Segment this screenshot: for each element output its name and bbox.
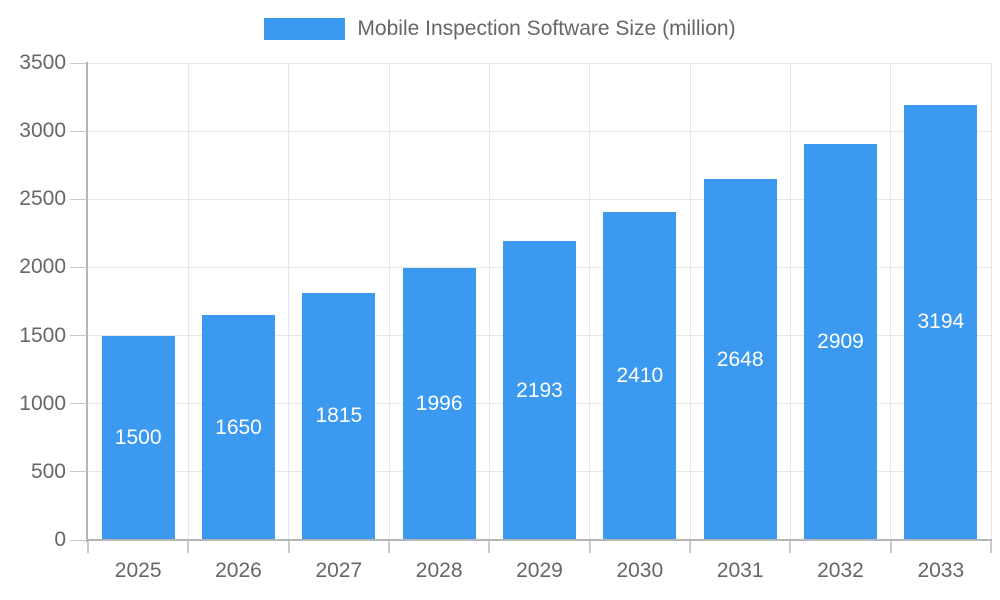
y-axis-label: 3000: [19, 119, 66, 143]
bar[interactable]: [603, 211, 677, 540]
x-axis-line: [86, 539, 992, 541]
y-axis-tick: [70, 198, 88, 200]
y-axis-label: 1500: [19, 323, 66, 347]
y-gridline: [88, 198, 991, 200]
y-axis-label: 0: [54, 528, 66, 551]
legend-swatch: [264, 18, 346, 40]
x-axis-tick: [87, 541, 89, 553]
x-axis-label: 2031: [716, 559, 764, 582]
x-gridline: [187, 63, 189, 540]
bar[interactable]: [402, 267, 476, 540]
x-axis-label: 2030: [616, 559, 664, 582]
legend[interactable]: Mobile Inspection Software Size (million…: [0, 17, 1000, 41]
legend-label: Mobile Inspection Software Size (million…: [357, 17, 736, 40]
y-axis-label: 3500: [19, 51, 66, 74]
x-axis-label: 2032: [817, 559, 864, 582]
bar[interactable]: [202, 315, 275, 540]
bar[interactable]: [101, 335, 175, 540]
bar-value-label: 2648: [716, 347, 764, 371]
x-axis-tick: [689, 541, 691, 553]
x-gridline: [589, 63, 591, 540]
y-axis-line: [86, 62, 88, 542]
y-axis-label: 500: [30, 459, 66, 483]
bar[interactable]: [703, 179, 777, 540]
x-axis-tick: [488, 541, 491, 553]
bar[interactable]: [804, 143, 877, 540]
y-axis-tick: [70, 539, 88, 541]
bar-value-label: 2410: [616, 363, 664, 387]
bar-value-label: 1996: [415, 391, 463, 415]
bar[interactable]: [904, 104, 978, 540]
x-axis-tick: [287, 541, 290, 553]
y-axis-tick: [70, 266, 88, 268]
x-axis-tick: [789, 541, 792, 553]
y-axis-tick: [70, 62, 88, 64]
x-gridline: [388, 63, 390, 540]
x-gridline: [488, 63, 490, 540]
x-axis-label: 2029: [516, 559, 563, 582]
y-axis-label: 2000: [19, 255, 66, 279]
x-gridline: [288, 63, 290, 540]
x-axis-label: 2028: [415, 559, 463, 582]
y-axis-tick: [70, 335, 88, 337]
x-axis-label: 2026: [215, 559, 262, 582]
bar[interactable]: [503, 241, 576, 540]
x-gridline: [789, 63, 791, 540]
x-gridline: [990, 63, 992, 540]
x-axis-tick: [187, 541, 190, 553]
y-axis-tick: [70, 403, 88, 405]
x-gridline: [689, 63, 691, 540]
bar-value-label: 2909: [817, 329, 864, 353]
bar-value-label: 2193: [516, 378, 563, 402]
y-gridline: [88, 130, 991, 132]
bar-value-label: 1500: [114, 425, 162, 449]
bar-value-label: 1815: [315, 404, 363, 428]
bar[interactable]: [302, 292, 376, 540]
y-axis-tick: [70, 130, 88, 132]
y-axis-label: 1000: [19, 391, 66, 415]
x-axis-tick: [990, 541, 992, 553]
bar-value-label: 1650: [215, 415, 262, 439]
y-gridline: [88, 62, 991, 64]
x-axis-tick: [889, 541, 892, 553]
x-axis-tick: [388, 541, 390, 553]
x-axis-label: 2027: [315, 559, 363, 582]
x-axis-tick: [588, 541, 591, 553]
x-gridline: [890, 63, 892, 540]
bar-value-label: 3194: [917, 310, 965, 334]
x-axis-label: 2025: [114, 559, 162, 582]
x-axis-label: 2033: [917, 559, 965, 582]
y-axis-label: 2500: [19, 187, 66, 211]
y-axis-tick: [70, 471, 88, 473]
